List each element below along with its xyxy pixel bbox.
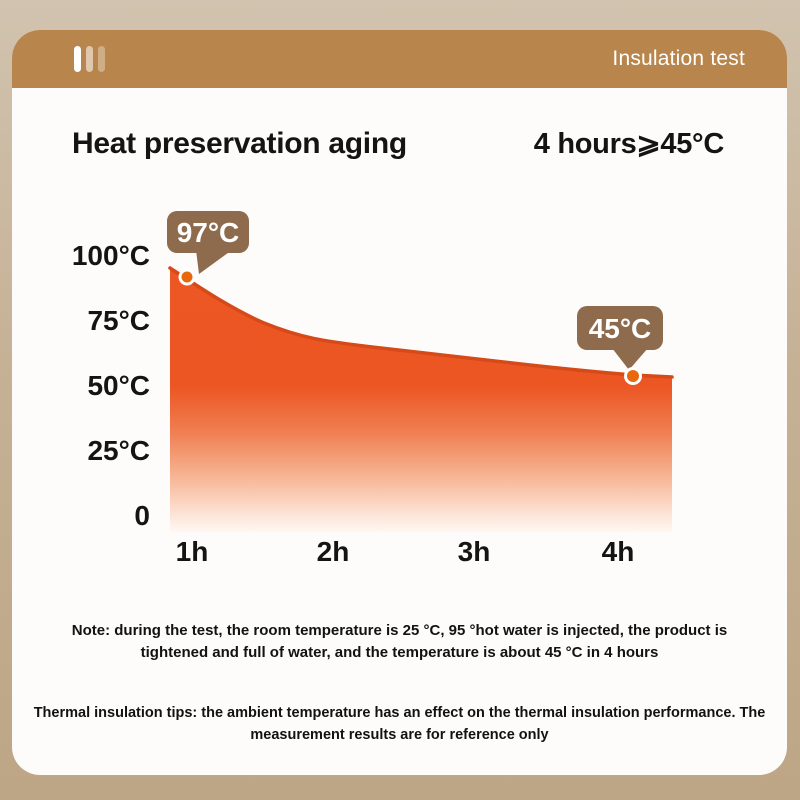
annotation-97-label: 97°C xyxy=(177,217,240,248)
x-tick-2h: 2h xyxy=(316,536,350,567)
annotation-45-badge xyxy=(577,306,663,350)
annotation-97: 97°C xyxy=(167,211,249,286)
signal-bar-1 xyxy=(74,46,81,72)
x-tick-4h: 4h xyxy=(601,536,635,567)
y-axis: 100°C 75°C 50°C 25°C 0 xyxy=(12,242,150,530)
insulation-tips: Thermal insulation tips: the ambient tem… xyxy=(12,702,787,746)
annotation-45-tail xyxy=(612,348,648,370)
y-tick-50: 50°C xyxy=(87,370,150,401)
title-row: Heat preservation aging 4 hours⩾45°C xyxy=(72,126,724,161)
signal-bar-3 xyxy=(98,46,105,72)
data-point-45-ring xyxy=(624,367,642,385)
signal-bar-2 xyxy=(86,46,93,72)
data-point-97-ring xyxy=(178,268,196,286)
data-point-45 xyxy=(627,370,639,382)
annotation-97-tail xyxy=(196,250,232,274)
annotation-97-badge xyxy=(167,211,249,253)
annotation-45: 45°C xyxy=(577,306,663,385)
signal-bars-icon xyxy=(74,46,105,72)
temperature-line xyxy=(168,266,674,379)
content-card: Insulation test Heat preservation aging … xyxy=(12,30,787,775)
data-point-97 xyxy=(181,271,193,283)
x-tick-1h: 1h xyxy=(175,536,209,567)
temperature-area-fill xyxy=(170,268,672,532)
annotation-45-label: 45°C xyxy=(589,313,652,344)
claim-text: 4 hours⩾45°C xyxy=(533,128,725,160)
y-tick-75: 75°C xyxy=(87,305,150,336)
y-tick-25: 25°C xyxy=(87,435,150,466)
y-tick-100: 100°C xyxy=(71,240,150,271)
x-tick-3h: 3h xyxy=(457,536,491,567)
x-axis: 1h 2h 3h 4h xyxy=(12,536,787,570)
insulation-tips-text: Thermal insulation tips: the ambient tem… xyxy=(33,705,766,743)
test-note-text: Note: during the test, the room temperat… xyxy=(71,622,728,661)
y-tick-0: 0 xyxy=(134,500,150,531)
header-title: Insulation test xyxy=(612,47,745,70)
header-bar: Insulation test xyxy=(12,30,787,88)
chart-title: Heat preservation aging xyxy=(72,127,407,160)
test-note: Note: during the test, the room temperat… xyxy=(12,620,787,664)
